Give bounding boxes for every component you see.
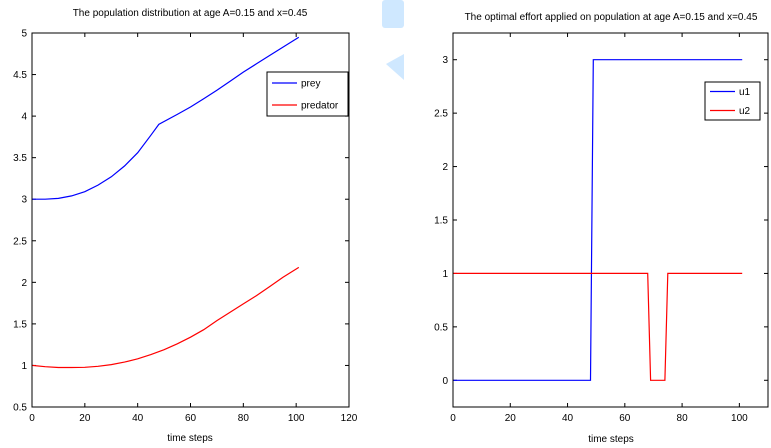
population-chart-ytick-label: 1 [21, 361, 27, 372]
population-chart-ytick-label: 0.5 [13, 403, 27, 414]
population-chart-xtick-label: 80 [238, 413, 250, 424]
effort-chart-xtick-label: 100 [731, 413, 748, 424]
population-chart-xtick-label: 100 [288, 413, 305, 424]
effort-chart-xtick-label: 0 [450, 413, 456, 424]
population-chart-series [31, 36, 300, 369]
effort-chart-series-u2-line [453, 272, 743, 381]
effort-chart-ytick-label: 0.5 [434, 322, 448, 333]
effort-chart-xtick-label: 80 [677, 413, 689, 424]
population-chart-ytick-label: 3.5 [13, 153, 27, 164]
population-chart-ytick-label: 2.5 [13, 236, 27, 247]
effort-chart-ytick-label: 3 [442, 55, 448, 66]
effort-chart-ytick-label: 0 [442, 376, 448, 387]
effort-chart-series-u1-line [453, 59, 743, 381]
population-chart-xtick-label: 20 [79, 413, 91, 424]
effort-chart-series [453, 59, 743, 381]
population-chart-ytick-label: 2 [21, 278, 27, 289]
population-chart-plot-frame [31, 32, 350, 408]
effort-chart-legend: u1 u2 [704, 81, 761, 121]
population-chart-ytick-label: 1.5 [13, 319, 27, 330]
population-chart-xtick-label: 0 [29, 413, 35, 424]
effort-chart: The optimal effort applied on population… [434, 12, 769, 445]
effort-chart-title: The optimal effort applied on population… [465, 12, 758, 23]
effort-chart-ticks: 0 20 40 60 80 100 0 0.5 1 1.5 2 2.5 3 [434, 33, 768, 424]
population-chart-xtick-label: 40 [132, 413, 144, 424]
population-chart: The population distribution at age A=0.1… [13, 8, 358, 444]
population-chart-ytick-label: 4.5 [13, 70, 27, 81]
population-chart-legend: prey predator [266, 71, 349, 117]
effort-chart-ytick-label: 1 [442, 269, 448, 280]
effort-chart-xtick-label: 40 [562, 413, 574, 424]
population-chart-xtick-label: 120 [341, 413, 358, 424]
population-chart-ytick-label: 4 [21, 112, 27, 123]
population-chart-ytick-label: 5 [21, 29, 27, 40]
effort-chart-xtick-label: 60 [619, 413, 631, 424]
population-chart-legend-label-prey: prey [301, 79, 320, 90]
effort-chart-legend-label-u2: u2 [739, 106, 751, 117]
effort-chart-xlabel: time steps [588, 434, 634, 445]
population-chart-series-prey-line [32, 36, 300, 200]
effort-chart-legend-label-u1: u1 [739, 87, 751, 98]
population-chart-legend-box [266, 71, 349, 117]
effort-chart-ytick-label: 2.5 [434, 109, 448, 120]
effort-chart-ytick-label: 1.5 [434, 216, 448, 227]
effort-chart-legend-box [704, 81, 761, 121]
population-chart-xlabel: time steps [167, 433, 213, 444]
population-chart-title: The population distribution at age A=0.1… [73, 8, 308, 19]
effort-chart-plot-frame [452, 32, 769, 408]
background-watermark [382, 0, 404, 80]
population-chart-ytick-label: 3 [21, 195, 27, 206]
effort-chart-xtick-label: 20 [505, 413, 517, 424]
population-chart-xtick-label: 60 [185, 413, 197, 424]
population-chart-series-predator-line [31, 266, 300, 369]
population-chart-ticks: 0 20 40 60 80 100 120 0.5 1 1.5 2 2.5 3 3.5 4 4.5 5 [13, 29, 358, 425]
effort-chart-ytick-label: 2 [442, 162, 448, 173]
population-chart-legend-label-predator: predator [301, 101, 339, 112]
